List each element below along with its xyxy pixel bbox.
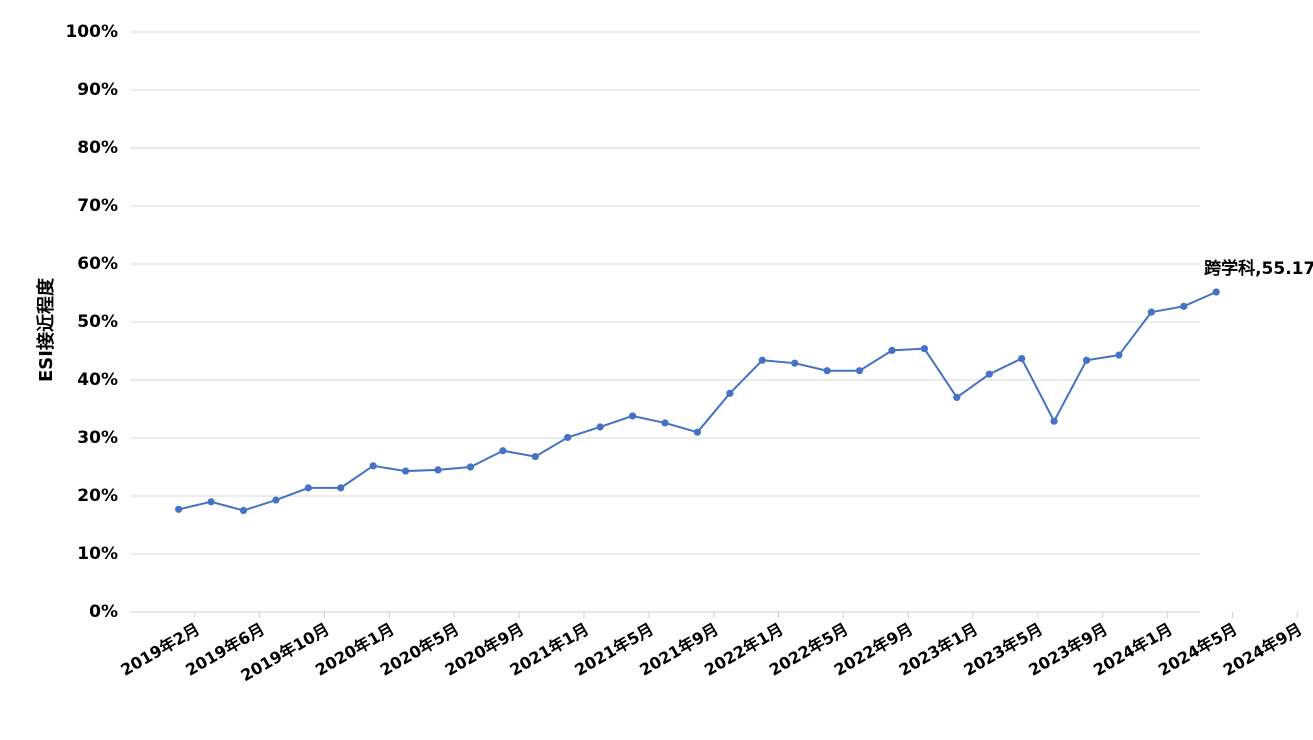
data-point xyxy=(823,367,831,375)
data-point xyxy=(791,359,799,367)
data-point xyxy=(1018,354,1026,363)
series-line xyxy=(178,291,1217,512)
data-point xyxy=(596,423,604,431)
y-tick-label: 80% xyxy=(77,138,118,158)
y-tick-label: 100% xyxy=(65,22,118,42)
data-point xyxy=(272,496,280,504)
data-point xyxy=(337,484,345,492)
data-point xyxy=(531,452,539,461)
data-point xyxy=(564,433,572,442)
data-point xyxy=(466,463,475,471)
data-point xyxy=(1082,356,1091,364)
series-end-label: 跨学科,55.17% xyxy=(1204,258,1313,279)
y-tick-label: 60% xyxy=(77,254,118,274)
data-point xyxy=(207,498,215,506)
data-point xyxy=(1147,308,1155,316)
y-tick-label: 50% xyxy=(77,312,118,332)
data-point xyxy=(369,462,377,470)
y-axis-title: ESI接近程度 xyxy=(35,277,57,382)
y-tick-label: 70% xyxy=(77,196,118,216)
data-point xyxy=(758,356,766,364)
data-point xyxy=(1180,302,1188,310)
data-point xyxy=(920,345,928,353)
x-axis-ticks: 2019年2月2019年6月2019年10月2020年1月2020年5月2020… xyxy=(117,612,1305,685)
y-axis-ticks: 0% 10% 20% 30% 40% 50% 60% 70% 80% 90% 100% xyxy=(65,22,118,622)
data-point xyxy=(1212,288,1220,296)
data-point xyxy=(726,389,734,397)
data-point xyxy=(888,346,896,355)
data-point xyxy=(628,412,637,420)
y-tick-label: 40% xyxy=(77,370,118,390)
data-point xyxy=(304,484,312,492)
data-point xyxy=(953,393,961,401)
gridlines xyxy=(130,31,1200,555)
y-tick-label: 10% xyxy=(77,544,118,564)
y-tick-label: 30% xyxy=(77,428,118,448)
data-point xyxy=(1115,351,1123,359)
data-point xyxy=(402,467,410,475)
data-point xyxy=(434,466,442,474)
data-point xyxy=(175,505,183,513)
data-point xyxy=(661,419,669,427)
data-point xyxy=(693,428,702,436)
data-point xyxy=(1050,417,1058,425)
data-point xyxy=(855,367,864,375)
data-point xyxy=(239,506,248,515)
y-tick-label: 90% xyxy=(77,80,118,100)
series-group xyxy=(175,288,1220,515)
data-point xyxy=(499,447,507,455)
y-tick-label: 0% xyxy=(89,602,118,622)
data-point xyxy=(985,370,993,378)
y-tick-label: 20% xyxy=(77,486,118,506)
